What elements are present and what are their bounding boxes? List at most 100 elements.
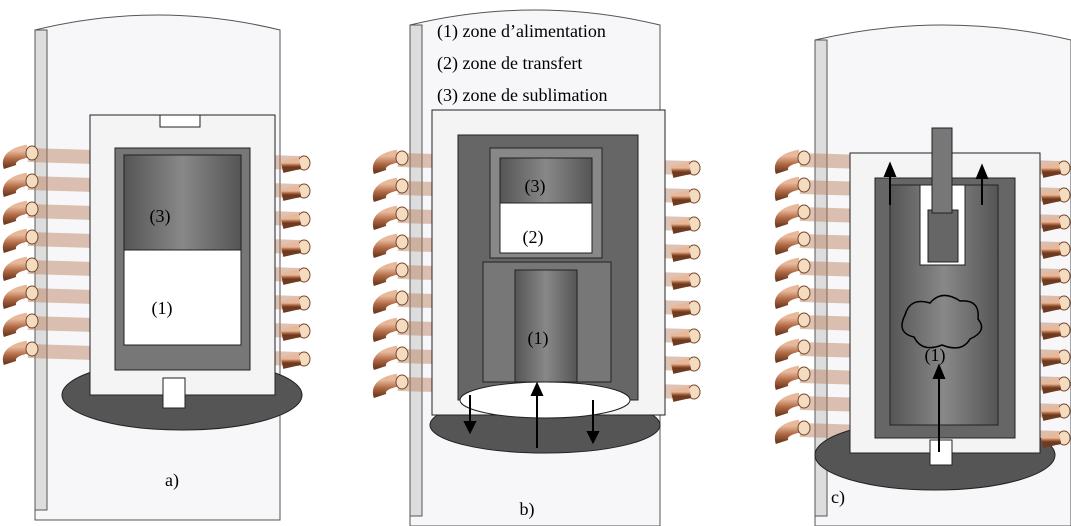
coil-end xyxy=(25,201,39,217)
coil-left xyxy=(774,338,802,364)
coil-end xyxy=(797,420,811,436)
coil-right xyxy=(280,325,302,341)
crucible-a xyxy=(61,114,303,431)
coil-end xyxy=(25,257,39,273)
panel-label: b) xyxy=(520,499,535,520)
coil-right xyxy=(1040,162,1062,178)
legend-item: (3) zone de sublimation xyxy=(437,85,607,106)
zone-label: (1) xyxy=(152,298,173,319)
coil-right xyxy=(670,162,692,178)
coil-right xyxy=(280,297,302,313)
coil-right xyxy=(670,218,692,234)
coil-end xyxy=(797,231,811,247)
coil-left xyxy=(372,177,400,203)
coil-end xyxy=(395,318,409,334)
coil-left xyxy=(2,340,30,366)
coil-right xyxy=(1040,324,1062,340)
coil-end xyxy=(395,206,409,222)
coil-end xyxy=(797,177,811,193)
coil-end xyxy=(797,366,811,382)
tube-edge xyxy=(409,24,423,517)
coil-end xyxy=(797,285,811,301)
zone-label: (1) xyxy=(528,328,549,349)
coil-left xyxy=(774,257,802,283)
zone-label: (3) xyxy=(150,206,171,227)
coil-right xyxy=(670,302,692,318)
coil-right xyxy=(1040,405,1062,421)
coil-end xyxy=(395,290,409,306)
coil-left xyxy=(372,233,400,259)
coil-end xyxy=(797,258,811,274)
coil-end xyxy=(25,285,39,301)
coil-left xyxy=(774,284,802,310)
coil-right xyxy=(280,185,302,201)
legend-item: (2) zone de transfert xyxy=(437,53,582,74)
coil-end xyxy=(25,313,39,329)
coil-left xyxy=(2,144,30,170)
coil-left xyxy=(372,317,400,343)
coil-left xyxy=(2,172,30,198)
coil-right xyxy=(280,157,302,173)
coil-right xyxy=(280,241,302,257)
coil-right xyxy=(670,246,692,262)
coil-left xyxy=(2,312,30,338)
coil-left xyxy=(2,228,30,254)
coil-end xyxy=(25,341,39,357)
coil-left xyxy=(372,373,400,399)
coil-left xyxy=(2,284,30,310)
coil-left xyxy=(372,261,400,287)
panel-label: a) xyxy=(165,470,179,491)
coil-end xyxy=(395,150,409,166)
coil-left xyxy=(774,365,802,391)
coil-left xyxy=(774,392,802,418)
coil-left xyxy=(2,200,30,226)
zone-label: (3) xyxy=(525,176,546,197)
coil-end xyxy=(797,150,811,166)
coil-left xyxy=(372,289,400,315)
coil-end xyxy=(25,145,39,161)
zone-label: (1) xyxy=(925,345,946,366)
coils xyxy=(2,144,1071,448)
coil-right xyxy=(280,269,302,285)
crucible-c xyxy=(814,127,1056,491)
coil-right xyxy=(1040,189,1062,205)
coil-end xyxy=(395,374,409,390)
panel-label: c) xyxy=(831,487,845,508)
coil-right xyxy=(670,386,692,402)
coil-end xyxy=(797,393,811,409)
coil-end xyxy=(395,262,409,278)
coil-right xyxy=(670,190,692,206)
coil-right xyxy=(280,213,302,229)
coil-end xyxy=(25,173,39,189)
coil-right xyxy=(1040,270,1062,286)
coil-end xyxy=(395,234,409,250)
coil-end xyxy=(797,339,811,355)
tube-edge xyxy=(814,39,828,517)
coil-end xyxy=(395,178,409,194)
coil-left xyxy=(774,419,802,445)
coil-left xyxy=(774,311,802,337)
zone-label: (2) xyxy=(523,227,544,248)
coil-end xyxy=(797,204,811,220)
coil-right xyxy=(670,358,692,374)
coil-end xyxy=(395,346,409,362)
coil-left xyxy=(372,345,400,371)
coil-left xyxy=(372,205,400,231)
coil-right xyxy=(1040,216,1062,232)
coil-left xyxy=(774,176,802,202)
legend-item: (1) zone d’alimentation xyxy=(437,21,606,42)
coil-right xyxy=(1040,243,1062,259)
coil-right xyxy=(670,330,692,346)
coil-right xyxy=(280,353,302,369)
coil-left xyxy=(372,149,400,175)
coil-right xyxy=(1040,297,1062,313)
coil-left xyxy=(2,256,30,282)
coil-left xyxy=(774,230,802,256)
coil-end xyxy=(797,312,811,328)
coil-right xyxy=(670,274,692,290)
coil-left xyxy=(774,203,802,229)
crucible-b xyxy=(429,109,666,454)
coil-right xyxy=(1040,432,1062,448)
coil-end xyxy=(25,229,39,245)
